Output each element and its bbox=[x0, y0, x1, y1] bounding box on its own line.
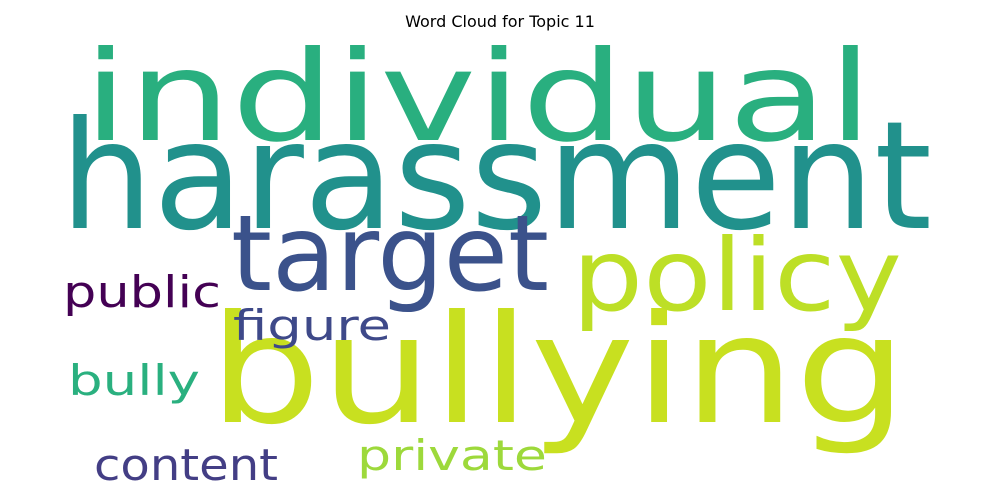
chart-title: Word Cloud for Topic 11 bbox=[405, 12, 595, 31]
word-individual: individual bbox=[83, 25, 873, 170]
word-bully: bully bbox=[68, 356, 200, 405]
word-bullying: bullying bbox=[209, 284, 907, 458]
word-public: public bbox=[63, 267, 221, 318]
word-harassment: harassment bbox=[60, 90, 932, 264]
word-figure: figure bbox=[233, 301, 391, 350]
word-target: target bbox=[231, 193, 549, 315]
word-policy: policy bbox=[572, 217, 902, 334]
word-private: private bbox=[357, 431, 547, 480]
word-content: content bbox=[94, 440, 278, 491]
